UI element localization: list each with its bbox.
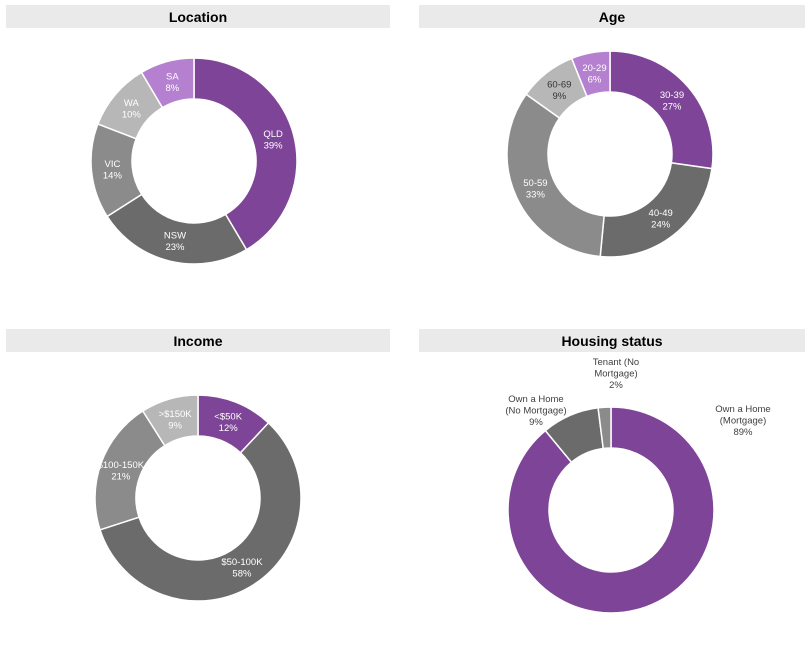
slice-label-wa: WA 10% [122, 98, 142, 121]
slice-value-label: 6% [588, 75, 602, 86]
slice-value-label: 23% [165, 242, 185, 253]
slice-label-50k: <$50K 12% [214, 412, 242, 435]
slice-qld [193, 57, 298, 251]
slice-label-vic: VIC 14% [103, 159, 123, 182]
slice-category-label: VIC [104, 159, 120, 170]
slice-category-label: 60-69 [547, 79, 571, 90]
slice-20-29 [570, 50, 611, 98]
slice-value-label: 9% [552, 91, 566, 102]
slice-category-label: NSW [164, 231, 186, 242]
slice-label-own-a-home-mortgage: Own a Home (Mortgage) 89% [715, 404, 770, 438]
slice-label-tenant-no-mortgage: Tenant (No Mortgage) 2% [593, 357, 639, 391]
slice-value-label: 14% [103, 170, 123, 181]
slice-category-label: Own a Home [715, 404, 770, 415]
slice-value-label: 2% [609, 380, 623, 391]
slice-150k [141, 394, 199, 447]
slice-label-100-150k: $100-150K 21% [98, 460, 145, 483]
slice-sa [140, 57, 195, 109]
slice-value-label: 89% [733, 427, 753, 438]
income-chart-panel: Income <$50K 12% $50-100K 58% $100-150K 21% >$… [0, 324, 400, 649]
slice-value-label: 9% [168, 421, 182, 432]
housing-status-chart-panel: Housing status Own a Home (Mortgage) 89% Ow… [405, 324, 811, 649]
slice-50-100k [99, 421, 302, 602]
slice-own-a-home-mortgage [507, 406, 715, 614]
slice-label-qld: QLD 39% [263, 129, 283, 152]
slice-label-50-59: 50-59 33% [523, 178, 547, 201]
slice-50-59 [506, 93, 605, 258]
slice-value-label: 27% [662, 102, 682, 113]
chart-title: Income [6, 329, 390, 352]
slice-value-label: 33% [526, 189, 546, 200]
slice-label-50-100k: $50-100K 58% [221, 557, 263, 580]
location-chart-panel: Location QLD 39% NSW 23% VIC 14% WA 10% SA 8% [0, 0, 400, 320]
chart-title: Location [6, 5, 390, 28]
slice-tenant-no-mortgage [597, 406, 612, 450]
slice-label-150k: >$150K 9% [159, 409, 193, 432]
slice-category-label: 20-29 [582, 63, 606, 74]
slice-category-label: Own a Home [508, 394, 563, 405]
slice-category-label: $100-150K [98, 460, 145, 471]
slice-category-label: Mortgage) [594, 369, 637, 380]
slice-category-label: (Mortgage) [720, 416, 766, 427]
slice-value-label: 24% [651, 220, 671, 231]
slice-nsw [106, 193, 248, 265]
slice-label-own-a-home-no-mortgage: Own a Home (No Mortgage) 9% [505, 394, 566, 428]
slice-label-30-39: 30-39 27% [660, 90, 684, 113]
income-donut-chart: <$50K 12% $50-100K 58% $100-150K 21% >$150K 9% [94, 394, 302, 602]
slice-value-label: 58% [232, 568, 252, 579]
slice-value-label: 9% [529, 417, 543, 428]
location-donut-chart: QLD 39% NSW 23% VIC 14% WA 10% SA 8% [90, 57, 298, 265]
slice-value-label: 21% [111, 471, 131, 482]
slice-label-sa: SA 8% [165, 72, 179, 95]
slice-category-label: 30-39 [660, 90, 684, 101]
slice-category-label: Tenant (No [593, 357, 639, 368]
slice-category-label: $50-100K [221, 557, 263, 568]
slice-label-40-49: 40-49 24% [649, 208, 673, 231]
slice-category-label: SA [166, 72, 179, 83]
slice-label-nsw: NSW 23% [164, 231, 186, 254]
slice-category-label: >$150K [159, 409, 193, 420]
chart-title: Age [419, 5, 805, 28]
housing-status-donut-chart: Own a Home (Mortgage) 89%Own a Home (No Mor… [505, 357, 771, 614]
age-donut-chart: 30-39 27% 40-49 24% 50-59 33% 60-69 9% 20-29 6% [506, 50, 714, 258]
slice-value-label: 8% [165, 83, 179, 94]
slice-category-label: WA [124, 98, 140, 109]
slice-category-label: QLD [263, 129, 283, 140]
slice-value-label: 39% [264, 141, 284, 152]
slice-label-60-69: 60-69 9% [547, 79, 571, 102]
slice-category-label: 40-49 [649, 208, 673, 219]
slice-category-label: (No Mortgage) [505, 406, 566, 417]
age-chart-panel: Age 30-39 27% 40-49 24% 50-59 33% 60-69 9% 20-29… [405, 0, 811, 320]
slice-category-label: <$50K [214, 412, 242, 423]
chart-title: Housing status [419, 329, 805, 352]
slice-value-label: 12% [219, 423, 239, 434]
slice-value-label: 10% [122, 109, 142, 120]
slice-label-20-29: 20-29 6% [582, 63, 606, 86]
slice-category-label: 50-59 [523, 178, 547, 189]
